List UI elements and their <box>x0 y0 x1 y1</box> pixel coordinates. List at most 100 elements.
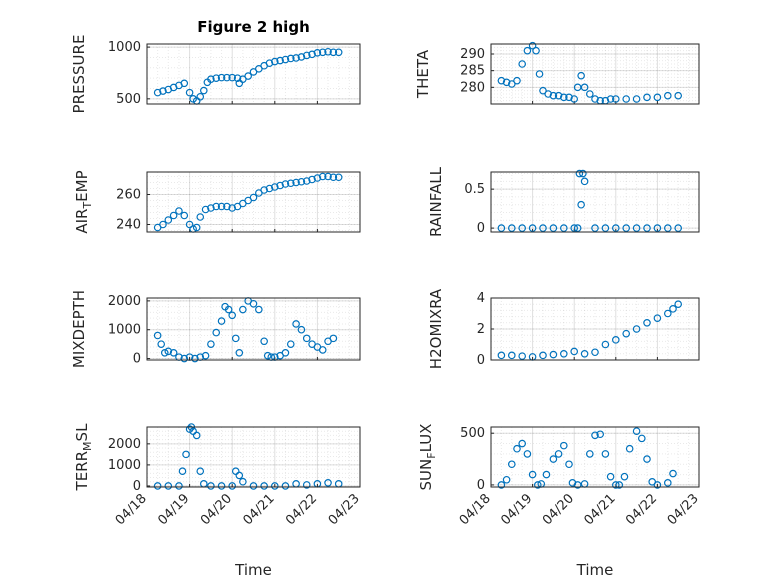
panel-terr_msl: 0 1000 2000 04/18 04/19 04/20 04/21 04/22 04/23 T… <box>73 423 363 579</box>
h2omixra-data-point <box>643 318 651 327</box>
air_temp-data-point <box>281 180 290 188</box>
sun_flux-data-point <box>559 441 568 450</box>
rainfall-data-point <box>575 169 584 178</box>
pressure-data-point <box>212 74 221 82</box>
mixdepth-data-point <box>235 348 244 357</box>
sun_flux-data-point <box>643 455 651 463</box>
mixdepth-data-point <box>329 334 338 343</box>
sun_flux-data-point <box>591 431 599 440</box>
theta-data-point <box>544 90 553 98</box>
terr_msl-xlabel: Time <box>234 561 272 579</box>
air_temp-data-point <box>175 207 183 215</box>
panel-air_temp: 240 260 AIRTEMP <box>73 170 361 234</box>
rainfall-ytick-label: 0.5 <box>464 182 485 197</box>
theta-ylabel: THETA <box>414 49 432 99</box>
h2omixra-data-point <box>674 300 683 309</box>
theta-data-point <box>528 41 537 50</box>
rainfall-data-point <box>549 224 558 232</box>
sun_flux-data-point <box>620 472 629 481</box>
mixdepth-data-point <box>281 348 290 357</box>
sun_flux-axes-box <box>490 426 700 488</box>
theta-data-point <box>606 95 615 103</box>
mixdepth-data-point <box>153 331 162 340</box>
theta-data-point <box>502 78 511 87</box>
mixdepth-data-point <box>201 351 210 360</box>
terr_msl-data-point <box>249 482 258 490</box>
sun_flux-data-point <box>653 481 662 489</box>
terr_msl-data-point <box>207 482 215 490</box>
theta-data-point <box>577 71 585 80</box>
mixdepth-data-point <box>286 340 295 348</box>
pressure-data-point <box>281 55 290 64</box>
terr_msl-data-point <box>164 482 173 490</box>
sun_flux-xtick-label: 04/21 <box>582 491 619 528</box>
terr_msl-data-point <box>324 478 332 487</box>
pressure-data-point <box>276 56 284 65</box>
rainfall-data-point <box>579 169 587 178</box>
rainfall-data-point <box>518 224 527 232</box>
panel-mixdepth: 0 1000 2000 MIXDEPTH <box>70 290 361 368</box>
terr_msl-data-point <box>175 482 183 490</box>
theta-data-point <box>549 91 558 100</box>
sun_flux-data-point <box>615 481 624 489</box>
h2omixra-axes-box <box>490 297 700 361</box>
sun_flux-data-point <box>523 450 532 458</box>
sun_flux-data-point <box>549 455 558 463</box>
pressure-data-point <box>308 50 316 59</box>
h2omixra-data-point <box>653 314 662 322</box>
chart-title: Figure 2 high <box>197 18 310 36</box>
terr_msl-data-point <box>192 431 201 440</box>
rainfall-data-point <box>663 224 672 232</box>
theta-data-point <box>518 60 527 68</box>
mixdepth-data-point <box>231 334 240 343</box>
air_temp-data-point <box>192 223 201 232</box>
rainfall-data-point <box>622 224 631 232</box>
air_temp-data-point <box>308 175 316 184</box>
theta-ytick-label: 285 <box>460 64 485 79</box>
mixdepth-ytick-label: 1000 <box>108 323 141 338</box>
sun_flux-data-point <box>601 450 610 458</box>
air_temp-data-point <box>212 202 221 211</box>
theta-ytick-label: 290 <box>460 47 485 62</box>
pressure-data-point <box>200 86 208 95</box>
air_temp-data-point <box>324 172 332 181</box>
sun_flux-data-point <box>497 481 506 489</box>
pressure-data-point <box>180 79 189 88</box>
mixdepth-data-point <box>160 348 169 357</box>
rainfall-data-point <box>573 224 582 232</box>
h2omixra-data-point <box>632 325 641 333</box>
rainfall-data-point <box>570 224 579 232</box>
air_temp-data-point <box>318 172 327 181</box>
h2omixra-data-point <box>539 351 547 360</box>
theta-axes-box <box>490 43 700 105</box>
terr_msl-data-point <box>260 482 268 490</box>
rainfall-data-point <box>611 224 620 232</box>
air_temp-data-point <box>276 181 284 190</box>
air_temp-data-point <box>169 211 178 220</box>
rainfall-axes-box <box>490 171 700 233</box>
pressure-data-point <box>324 47 332 56</box>
h2omixra-ytick-label: 4 <box>477 291 485 306</box>
pressure-data-point <box>153 88 162 97</box>
sun_flux-ytick-label: 500 <box>460 426 485 441</box>
sun_flux-data-point <box>669 469 677 478</box>
rainfall-data-point <box>674 224 683 232</box>
theta-data-point <box>535 70 544 78</box>
pressure-data-point <box>302 51 311 60</box>
sun_flux-ylabel: SUNFLUX <box>417 424 438 491</box>
h2omixra-data-point <box>669 305 677 313</box>
theta-data-point <box>622 95 631 103</box>
air_temp-data-point <box>260 186 268 194</box>
air_temp-axes-box <box>146 171 361 233</box>
sun_flux-xtick-label: 04/22 <box>623 491 660 528</box>
terr_msl-data-point <box>302 481 311 489</box>
rainfall-data-point <box>653 224 662 232</box>
mixdepth-data-point <box>212 328 221 337</box>
rainfall-data-point <box>528 224 537 232</box>
air_temp-data-point <box>265 184 274 193</box>
air_temp-data-point <box>207 204 215 212</box>
pressure-data-point <box>318 48 327 57</box>
mixdepth-data-point <box>255 305 263 314</box>
sun_flux-data-point <box>625 444 634 453</box>
